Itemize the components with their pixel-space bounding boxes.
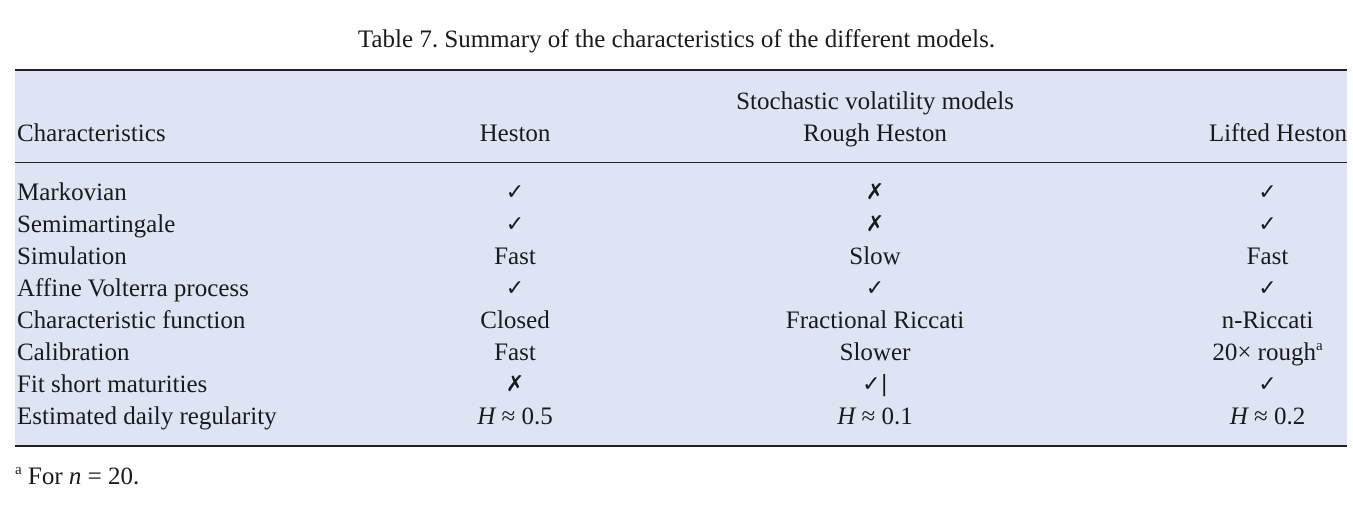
- check-icon: ✓: [865, 276, 885, 301]
- summary-table: Stochastic volatility models Characteris…: [15, 69, 1347, 447]
- cell-lifted-charfn: n-Riccati: [1221, 307, 1314, 334]
- check-icon: ✓: [1258, 372, 1277, 397]
- check-icon: ✓: [505, 212, 525, 237]
- check-icon: ✓: [1258, 212, 1277, 237]
- footnote-prefix: For: [21, 463, 69, 490]
- group-header-stochastic-volatility: Stochastic volatility models: [736, 88, 1014, 115]
- cell-heston-charfn: Closed: [480, 307, 550, 334]
- row-label-affine-volterra: Affine Volterra process: [17, 275, 249, 302]
- cell-lifted-regularity: H ≈ 0.2: [1195, 401, 1340, 433]
- col-header-heston: Heston: [479, 120, 551, 147]
- regularity-value: ≈ 0.1: [855, 403, 913, 430]
- regularity-value: ≈ 0.5: [495, 403, 553, 430]
- lifted-calibration-text: 20× rough: [1212, 339, 1316, 366]
- cell-lifted-simulation: Fast: [1246, 243, 1289, 270]
- var-H: H: [477, 403, 496, 430]
- var-n: n: [68, 463, 82, 490]
- cell-heston-simulation: Fast: [494, 243, 536, 270]
- table-caption: Table 7. Summary of the characteristics …: [357, 26, 996, 53]
- cell-heston-regularity: H ≈ 0.5: [435, 401, 595, 433]
- regularity-value: ≈ 0.2: [1247, 403, 1306, 430]
- check-icon: ✓: [1258, 276, 1277, 301]
- row-label-markovian: Markovian: [17, 179, 127, 206]
- row-label-simulation: Simulation: [17, 243, 127, 270]
- cell-rough-charfn: Fractional Riccati: [785, 307, 965, 334]
- var-H: H: [1229, 403, 1248, 430]
- cell-rough-simulation: Slow: [849, 243, 901, 270]
- row-label-characteristic-function: Characteristic function: [17, 307, 246, 334]
- header-rule: [15, 162, 1347, 163]
- cell-heston-calibration: Fast: [494, 339, 536, 366]
- footnote-rest: = 20.: [81, 463, 140, 490]
- table-footnote: a For n = 20.: [15, 461, 139, 493]
- col-header-rough-heston: Rough Heston: [803, 120, 947, 147]
- row-label-fit-short-maturities: Fit short maturities: [17, 371, 208, 398]
- var-H: H: [837, 403, 856, 430]
- cell-rough-regularity: H ≈ 0.1: [675, 401, 1075, 433]
- check-icon: ✓: [505, 180, 525, 205]
- cell-lifted-calibration: 20× rougha: [1195, 337, 1340, 369]
- row-label-estimated-daily-regularity: Estimated daily regularity: [17, 403, 277, 430]
- cell-rough-calibration: Slower: [839, 339, 911, 366]
- check-icon: ✓: [1258, 180, 1277, 205]
- row-label-semimartingale: Semimartingale: [17, 211, 176, 238]
- cross-icon: ✗: [865, 212, 885, 237]
- col-header-characteristics: Characteristics: [17, 120, 166, 147]
- footnote-mark: a: [15, 462, 22, 478]
- col-header-lifted-heston: Lifted Heston: [1208, 120, 1347, 147]
- cross-icon: ✗: [865, 180, 885, 205]
- footnote-mark: a: [1316, 338, 1323, 354]
- row-label-calibration: Calibration: [17, 339, 130, 366]
- check-icon: ✓|: [862, 372, 888, 397]
- check-icon: ✓: [505, 276, 525, 301]
- cross-icon: ✗: [505, 372, 525, 397]
